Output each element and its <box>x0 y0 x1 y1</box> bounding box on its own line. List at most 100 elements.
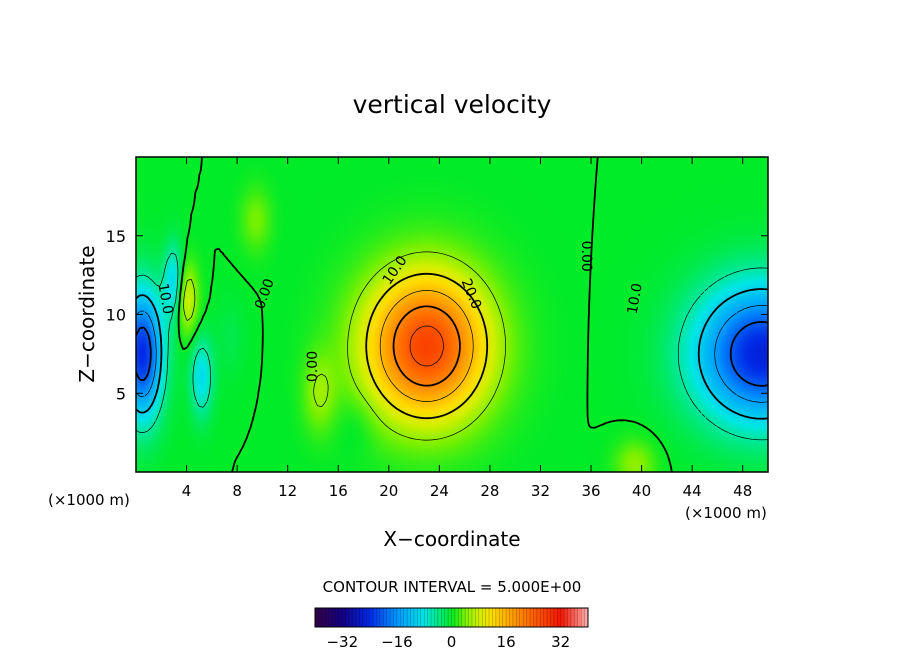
colorbar-swatch <box>489 608 493 627</box>
x-tick-label: 36 <box>581 482 600 500</box>
colorbar-swatch <box>516 608 521 627</box>
colorbar-frame <box>314 607 589 628</box>
colorbar-swatch <box>396 608 401 627</box>
colorbar-tick-label: 32 <box>551 633 570 651</box>
x-tick-label: 20 <box>379 482 398 500</box>
colorbar-swatch <box>328 608 333 627</box>
colorbar-swatch <box>424 608 428 627</box>
x-axis-ticks: 4 8 12 16 20 24 28 32 36 40 44 48 <box>182 157 752 500</box>
contour-line <box>183 251 506 441</box>
colorbar-swatch <box>448 608 452 627</box>
colorbar-tick-label: −32 <box>326 633 358 651</box>
colorbar-swatch <box>349 608 353 627</box>
colorbar-swatch <box>362 608 367 627</box>
colorbar-swatch <box>390 608 394 627</box>
x-unit-right: (×1000 m) <box>685 504 767 522</box>
x-tick-label: 32 <box>531 482 550 500</box>
colorbar-swatch <box>540 608 544 627</box>
colorbar-swatch <box>506 608 510 627</box>
x-tick-label: 24 <box>430 482 449 500</box>
colorbar-swatch <box>577 608 582 627</box>
colorbar-swatch <box>461 608 466 627</box>
colorbar-swatch <box>519 608 524 627</box>
colorbar-swatch <box>393 608 398 627</box>
colorbar-tick-label: 16 <box>497 633 516 651</box>
x-tick-label: 12 <box>278 482 297 500</box>
contour-interval-text: CONTOUR INTERVAL = 5.000E+00 <box>323 578 582 596</box>
colorbar-swatch <box>410 608 415 627</box>
colorbar-swatch <box>383 608 387 627</box>
y-axis-ticks: 5 10 15 <box>106 227 768 403</box>
colorbar-swatch <box>369 608 374 627</box>
contour-label: 10.0 <box>625 282 646 315</box>
colorbar-swatch <box>557 608 561 627</box>
colorbar-swatch <box>359 608 364 627</box>
contour-lines <box>136 157 768 472</box>
colorbar-swatch <box>444 608 449 627</box>
colorbar-swatch <box>315 608 319 627</box>
x-tick-label: 28 <box>480 482 499 500</box>
colorbar-swatch <box>332 608 336 627</box>
colorbar-swatch <box>570 608 575 627</box>
colorbar-swatch <box>543 608 548 627</box>
colorbar-swatch <box>495 608 500 627</box>
colorbar-swatch <box>431 608 435 627</box>
velocity-field <box>136 157 768 472</box>
colorbar-swatch <box>523 608 527 627</box>
colorbar-swatch <box>335 608 340 627</box>
colorbar-swatch <box>465 608 469 627</box>
colorbar-ticks: −32 −16 0 16 32 <box>326 633 570 651</box>
colorbar-swatch <box>492 608 497 627</box>
colorbar-swatch <box>318 608 323 627</box>
colorbar-swatch <box>499 608 503 627</box>
x-tick-label: 44 <box>683 482 702 500</box>
contour-line <box>365 272 489 420</box>
colorbar-swatch <box>478 608 483 627</box>
colorbar-swatch <box>451 608 456 627</box>
colorbar-swatch <box>485 608 490 627</box>
x-axis-label: X−coordinate <box>383 527 520 551</box>
x-tick-label: 16 <box>329 482 348 500</box>
colorbar-swatch <box>355 608 360 627</box>
colorbar-swatch <box>560 608 565 627</box>
contour-label: 0.00 <box>578 241 594 272</box>
colorbar-swatch <box>512 608 517 627</box>
colorbar-swatch <box>509 608 514 627</box>
colorbar-swatch <box>547 608 551 627</box>
x-tick-label: 48 <box>733 482 752 500</box>
colorbar-swatch <box>458 608 463 627</box>
x-unit-left: (×1000 m) <box>48 491 130 509</box>
colorbar-swatch <box>574 608 579 627</box>
colorbar-swatch <box>366 608 370 627</box>
colorbar-swatch <box>482 608 486 627</box>
colorbar-swatch <box>526 608 531 627</box>
colorbar-swatch <box>567 608 572 627</box>
colorbar-swatch <box>581 608 585 627</box>
colorbar-swatch <box>417 608 422 627</box>
colorbar-swatch <box>454 608 459 627</box>
colorbar-swatch <box>475 608 480 627</box>
colorbar-swatch <box>502 608 507 627</box>
colorbar-swatch <box>441 608 445 627</box>
contour-line <box>392 305 461 387</box>
contour-line <box>136 288 768 420</box>
colorbar-swatch <box>471 608 476 627</box>
colorbar-swatch <box>420 608 425 627</box>
colorbar <box>315 608 589 627</box>
colorbar-swatch <box>379 608 384 627</box>
colorbar-swatch <box>352 608 357 627</box>
colorbar-swatch <box>386 608 391 627</box>
contour-line <box>379 290 474 402</box>
colorbar-swatch <box>400 608 405 627</box>
colorbar-swatch <box>564 608 568 627</box>
colorbar-swatch <box>345 608 350 627</box>
colorbar-swatch <box>338 608 343 627</box>
contour-line <box>177 157 673 472</box>
contour-label: 10.0 <box>154 282 175 315</box>
colorbar-swatch <box>403 608 408 627</box>
colorbar-swatch <box>407 608 411 627</box>
contour-line <box>136 252 768 441</box>
colorbar-tick-label: −16 <box>381 633 413 651</box>
chart-title: vertical velocity <box>353 90 552 119</box>
